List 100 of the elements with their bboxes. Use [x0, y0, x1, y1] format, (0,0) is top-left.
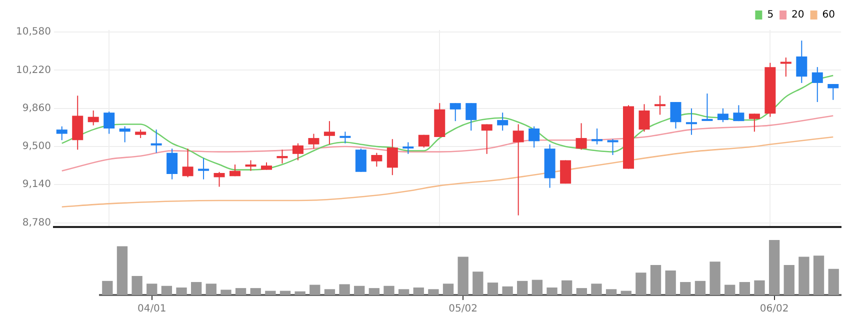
candlestick [686, 108, 697, 136]
candlestick [466, 102, 477, 132]
bar [191, 282, 202, 295]
bar [650, 264, 662, 295]
bar [206, 284, 216, 295]
candlestick [182, 148, 194, 178]
candlestick [88, 110, 99, 126]
candlestick [418, 134, 430, 148]
candlestick [733, 104, 744, 122]
bar [636, 272, 646, 295]
bar [828, 268, 839, 295]
bar [784, 264, 794, 295]
candlestick [104, 111, 115, 134]
bar [562, 280, 572, 295]
y-tick-label: 9,140 [22, 179, 51, 190]
bar [606, 289, 617, 295]
y-tick-label: 8,780 [22, 217, 51, 228]
bar [294, 291, 306, 295]
bar [146, 284, 158, 295]
x-tick-label: 04/01 [137, 304, 166, 315]
candlestick [748, 113, 760, 132]
bar [546, 288, 558, 295]
candlestick [198, 158, 210, 180]
legend-label: 5 [767, 10, 774, 21]
candlestick [717, 108, 728, 123]
bar [398, 289, 410, 295]
bar [442, 284, 454, 295]
candlestick [340, 131, 351, 144]
bar [310, 284, 320, 295]
bar [502, 286, 513, 295]
candlestick [702, 93, 713, 121]
candlestick [355, 148, 366, 172]
bar [576, 288, 587, 295]
bar [532, 280, 543, 295]
candlestick [481, 124, 492, 154]
bar [798, 256, 810, 295]
candlestick [324, 120, 335, 145]
bar [324, 289, 336, 295]
bar [754, 280, 765, 295]
bar [161, 286, 172, 295]
bar [354, 286, 365, 295]
y-tick-label: 9,500 [22, 141, 51, 152]
candlestick [828, 84, 839, 100]
bar [724, 284, 736, 295]
bar [339, 284, 350, 295]
bar [116, 246, 128, 295]
y-tick-label: 10,580 [16, 26, 51, 38]
candlestick [607, 138, 618, 156]
candlestick [512, 124, 524, 216]
bar [458, 256, 468, 295]
bar [220, 290, 232, 295]
bar [620, 290, 632, 295]
candlestick [796, 40, 808, 84]
bar [694, 280, 706, 295]
candlestick [245, 160, 256, 172]
bar [413, 288, 424, 295]
bar [265, 290, 276, 295]
bar [132, 276, 142, 295]
bar [487, 282, 498, 295]
candlestick [386, 138, 398, 176]
bar [517, 280, 528, 295]
bar [428, 289, 439, 295]
candlestick [150, 129, 162, 154]
candlestick [576, 122, 587, 150]
candlestick [292, 142, 304, 161]
y-tick-label: 10,220 [16, 64, 51, 76]
candlestick [276, 149, 288, 164]
candlestick [528, 126, 540, 148]
candlestick [592, 128, 603, 145]
bar [680, 282, 691, 295]
bar [250, 288, 261, 295]
candlestick [214, 171, 225, 188]
candlestick [308, 133, 320, 150]
bar [813, 256, 824, 295]
candlestick [638, 104, 650, 132]
candlestick [119, 126, 130, 143]
bar [472, 272, 484, 295]
y-tick-label: 9,860 [22, 102, 51, 114]
legend-label: 20 [792, 10, 804, 21]
bar [768, 240, 780, 295]
bar [368, 288, 380, 295]
candlestick [670, 102, 682, 129]
bar [710, 262, 720, 295]
bar [739, 282, 750, 295]
candlestick [812, 66, 823, 103]
bar [280, 290, 291, 295]
line-series [61, 115, 834, 172]
x-tick-label: 06/02 [760, 304, 789, 315]
candlestick [56, 126, 68, 141]
bar [665, 270, 676, 295]
legend-label: 60 [822, 10, 836, 21]
line-series [61, 136, 834, 208]
candlestick [402, 142, 414, 154]
bar [384, 286, 394, 295]
bar [102, 280, 113, 295]
candlestick [371, 152, 382, 168]
candlestick [654, 95, 666, 116]
bar [591, 284, 602, 295]
bar [235, 288, 246, 295]
x-tick-label: 05/02 [448, 304, 478, 315]
